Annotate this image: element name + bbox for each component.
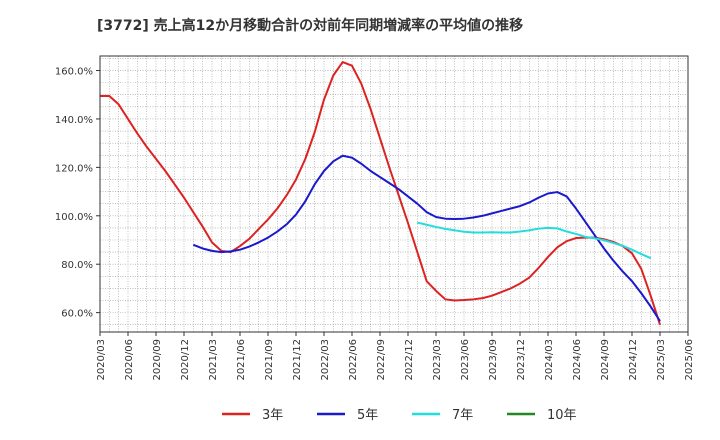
series-line-3年 bbox=[100, 61, 661, 326]
series-line-5年 bbox=[192, 154, 661, 322]
series-lines bbox=[100, 61, 661, 326]
legend-label: 7年 bbox=[452, 408, 473, 423]
x-tick-label: 2020/12 bbox=[180, 339, 191, 381]
x-tick-label: 2022/09 bbox=[376, 339, 387, 381]
x-tick-label: 2020/03 bbox=[96, 339, 107, 381]
y-tick-label: 60.0% bbox=[61, 309, 93, 320]
x-tick-label: 2021/09 bbox=[264, 339, 275, 381]
legend-label: 5年 bbox=[357, 408, 378, 423]
x-tick-label: 2020/09 bbox=[152, 339, 163, 381]
x-tick-label: 2023/06 bbox=[460, 339, 471, 381]
x-tick-label: 2024/06 bbox=[572, 339, 583, 381]
series-line-7年 bbox=[417, 221, 652, 260]
grid-lines bbox=[99, 56, 689, 332]
y-tick-label: 120.0% bbox=[55, 163, 93, 174]
x-tick-label: 2024/03 bbox=[544, 339, 555, 381]
legend-label: 3年 bbox=[262, 408, 283, 423]
x-tick-label: 2022/06 bbox=[348, 339, 359, 381]
x-tick-label: 2021/06 bbox=[236, 339, 247, 381]
x-tick-label: 2022/03 bbox=[320, 339, 331, 381]
y-axis: 60.0% 80.0% 100.0% 120.0% 140.0% 160.0% bbox=[55, 67, 100, 320]
y-tick-label: 100.0% bbox=[55, 212, 93, 223]
x-tick-label: 2024/09 bbox=[600, 339, 611, 381]
x-tick-label: 2021/12 bbox=[292, 339, 303, 381]
x-tick-label: 2023/09 bbox=[488, 339, 499, 381]
y-tick-label: 160.0% bbox=[55, 67, 93, 78]
plot-frame bbox=[99, 55, 689, 333]
legend-label: 10年 bbox=[547, 408, 577, 423]
x-tick-label: 2025/06 bbox=[684, 339, 695, 381]
chart-title: [3772] 売上高12か月移動合計の対前年同期増減率の平均値の推移 bbox=[97, 17, 523, 34]
x-tick-label: 2020/06 bbox=[124, 339, 135, 381]
x-tick-label: 2021/03 bbox=[208, 339, 219, 381]
x-axis: 2020/03 2020/06 2020/09 2020/12 2021/03 2021/… bbox=[96, 332, 695, 381]
x-tick-label: 2023/03 bbox=[432, 339, 443, 381]
x-tick-label: 2022/12 bbox=[404, 339, 415, 381]
y-tick-label: 140.0% bbox=[55, 115, 93, 126]
x-tick-label: 2025/03 bbox=[656, 339, 667, 381]
y-tick-label: 80.0% bbox=[61, 260, 93, 271]
legend: 3年 5年 7年 10年 bbox=[222, 408, 577, 423]
x-tick-label: 2024/12 bbox=[628, 339, 639, 381]
x-tick-label: 2023/12 bbox=[516, 339, 527, 381]
